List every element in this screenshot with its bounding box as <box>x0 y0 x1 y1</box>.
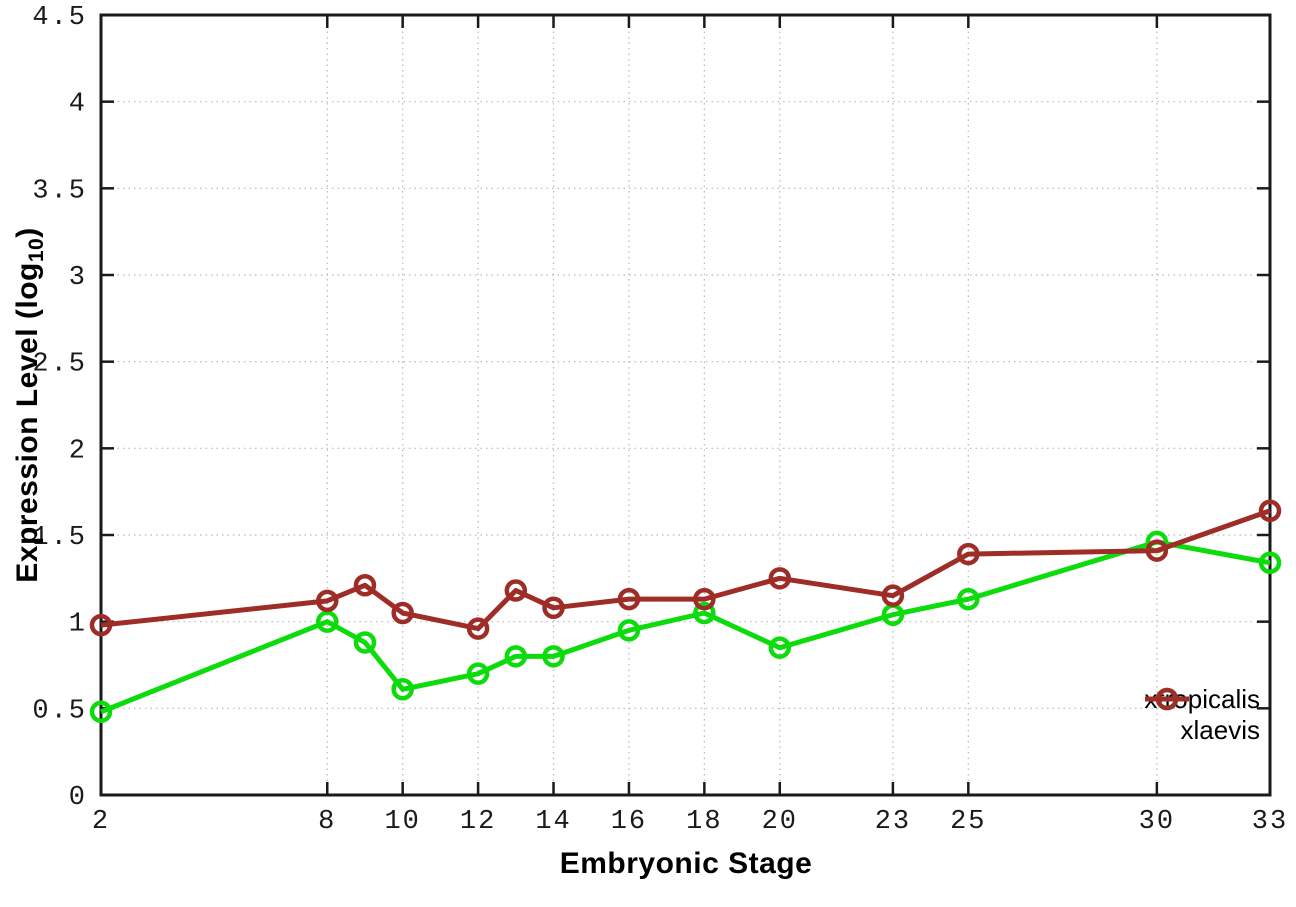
legend-entry-xlaevis: xlaevis <box>1144 687 1260 745</box>
x-tick-label: 8 <box>318 807 336 837</box>
y-tick-label: 3 <box>69 263 87 293</box>
data-point-xlaevis <box>391 601 414 625</box>
data-point-xtropicalis <box>316 610 339 633</box>
y-tick-label: 0.5 <box>32 696 87 726</box>
y-axis-title-suffix: ) <box>11 227 44 238</box>
y-tick-label: 3.5 <box>32 176 87 206</box>
y-axis-title-text: Expression Level (log <box>11 262 44 583</box>
data-point-xtropicalis <box>768 636 792 659</box>
series-line-xtropicalis <box>100 539 1271 715</box>
y-axis-title: Expression Level (log10) <box>11 227 49 582</box>
x-tick-label: 14 <box>535 807 571 837</box>
data-point-xlaevis <box>693 587 716 611</box>
data-point-xlaevis <box>542 596 565 620</box>
x-tick-label: 25 <box>950 807 986 837</box>
data-point-xlaevis <box>316 589 339 613</box>
x-tick-label: 12 <box>460 807 496 837</box>
legend-marker-icon <box>1145 687 1190 711</box>
y-axis-title-subscript: 10 <box>25 237 48 263</box>
data-point-xlaevis <box>1145 539 1169 562</box>
plot-border <box>99 13 1272 797</box>
series-line-xlaevis <box>100 508 1271 632</box>
data-point-xlaevis <box>957 542 980 566</box>
data-point-xlaevis <box>881 584 905 607</box>
x-tick-label: 20 <box>762 807 798 837</box>
data-point-xlaevis <box>353 574 377 597</box>
x-tick-label: 2 <box>92 807 110 837</box>
data-point-xtropicalis <box>542 645 565 668</box>
data-point-xtropicalis <box>1258 551 1282 574</box>
x-tick-label: 23 <box>875 807 911 837</box>
y-tick-label: 1 <box>69 610 87 640</box>
data-point-xtropicalis <box>466 662 490 685</box>
data-point-xlaevis <box>504 579 528 602</box>
y-tick-label: 4.5 <box>32 3 87 33</box>
x-tick-label: 10 <box>384 807 420 837</box>
data-point-xtropicalis <box>617 619 641 642</box>
data-point-xlaevis <box>89 613 113 637</box>
y-tick-label: 2 <box>69 436 87 466</box>
y-tick-label: 1.5 <box>32 523 87 553</box>
x-tick-label: 33 <box>1252 807 1288 837</box>
x-tick-label: 16 <box>611 807 647 837</box>
y-tick-label: 4 <box>69 90 87 120</box>
data-point-xtropicalis <box>391 678 414 701</box>
y-tick-label: 0 <box>69 783 87 813</box>
data-point-xtropicalis <box>353 631 377 654</box>
x-axis-title: Embryonic Stage <box>559 847 813 880</box>
x-tick-label: 18 <box>686 807 722 837</box>
data-point-xlaevis <box>617 587 641 611</box>
data-point-xtropicalis <box>957 587 980 611</box>
data-point-xlaevis <box>1258 499 1282 522</box>
data-point-xtropicalis <box>89 700 113 724</box>
y-tick-label: 2.5 <box>32 350 87 380</box>
x-tick-label: 30 <box>1139 807 1175 837</box>
data-point-xtropicalis <box>693 601 716 625</box>
legend: xtropicalis xlaevis <box>1144 684 1260 745</box>
data-point-xlaevis <box>466 617 490 640</box>
data-point-xtropicalis <box>504 645 528 668</box>
data-point-xlaevis <box>768 567 792 590</box>
legend-label: xlaevis <box>1180 715 1260 745</box>
